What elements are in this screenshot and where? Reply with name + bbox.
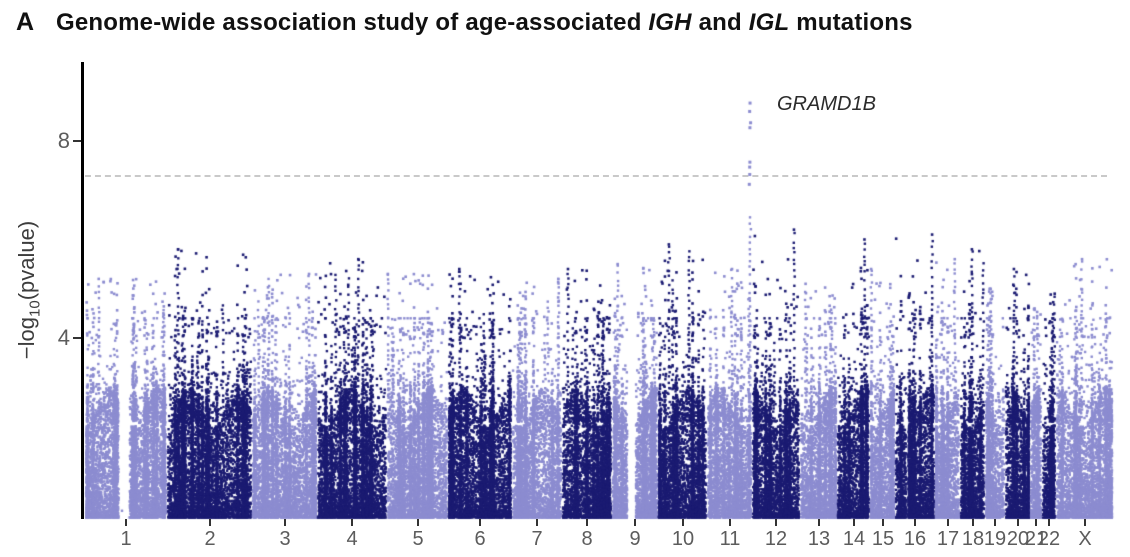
x-tick-label-X: X <box>1078 528 1092 550</box>
x-tick-label-2: 2 <box>204 528 216 550</box>
x-tick-mark-20 <box>1017 519 1019 526</box>
x-tick-mark-13 <box>818 519 820 526</box>
x-tick-mark-5 <box>417 519 419 526</box>
x-tick-label-19: 19 <box>983 528 1007 550</box>
y-tick-label-4: 4 <box>57 325 70 350</box>
x-tick-label-20: 20 <box>1006 528 1030 550</box>
x-tick-label-10: 10 <box>671 528 695 550</box>
x-tick-mark-2 <box>209 519 211 526</box>
x-tick-label-12: 12 <box>764 528 788 550</box>
x-tick-label-18: 18 <box>961 528 985 550</box>
x-tick-label-7: 7 <box>531 528 543 550</box>
x-tick-label-9: 9 <box>629 528 641 550</box>
y-axis-line <box>81 62 84 519</box>
x-tick-label-17: 17 <box>936 528 960 550</box>
x-tick-label-6: 6 <box>474 528 486 550</box>
x-tick-label-22: 22 <box>1037 528 1061 550</box>
y-axis-label: −log10(pvalue) <box>14 190 44 390</box>
x-tick-mark-17 <box>947 519 949 526</box>
x-tick-label-13: 13 <box>807 528 831 550</box>
x-tick-mark-10 <box>682 519 684 526</box>
x-tick-mark-18 <box>972 519 974 526</box>
y-label-subscript: 10 <box>26 300 44 317</box>
x-tick-label-5: 5 <box>412 528 424 550</box>
x-tick-label-14: 14 <box>842 528 866 550</box>
x-tick-mark-X <box>1084 519 1086 526</box>
x-tick-label-4: 4 <box>346 528 358 550</box>
x-tick-mark-9 <box>634 519 636 526</box>
x-tick-label-3: 3 <box>279 528 291 550</box>
x-tick-label-15: 15 <box>871 528 895 550</box>
x-tick-mark-12 <box>775 519 777 526</box>
x-tick-mark-19 <box>994 519 996 526</box>
y-tick-mark-4 <box>73 337 81 339</box>
x-tick-mark-1 <box>125 519 127 526</box>
y-tick-mark-8 <box>73 140 81 142</box>
x-tick-label-21: 21 <box>1024 528 1048 550</box>
x-tick-mark-7 <box>536 519 538 526</box>
y-label-suffix: (pvalue) <box>14 220 39 301</box>
y-tick-label-8: 8 <box>57 128 70 153</box>
x-tick-mark-3 <box>284 519 286 526</box>
x-tick-label-11: 11 <box>719 528 741 550</box>
x-tick-label-8: 8 <box>581 528 593 550</box>
x-tick-mark-8 <box>586 519 588 526</box>
gene-annotation-gramd1b: GRAMD1B <box>777 93 876 115</box>
x-tick-mark-21 <box>1035 519 1037 526</box>
x-tick-label-1: 1 <box>120 528 132 550</box>
x-tick-mark-16 <box>914 519 916 526</box>
x-tick-mark-6 <box>479 519 481 526</box>
x-tick-mark-22 <box>1048 519 1050 526</box>
x-tick-label-16: 16 <box>903 528 927 550</box>
x-tick-mark-15 <box>882 519 884 526</box>
x-tick-mark-4 <box>351 519 353 526</box>
x-tick-mark-11 <box>729 519 731 526</box>
x-tick-mark-14 <box>853 519 855 526</box>
